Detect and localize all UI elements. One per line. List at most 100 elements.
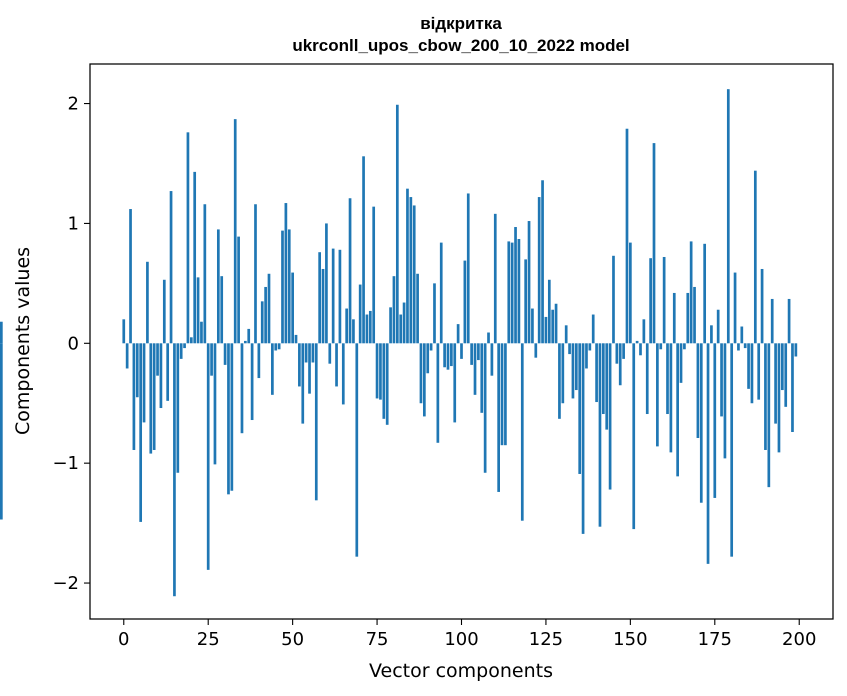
bar (277, 343, 281, 350)
bar (689, 241, 693, 344)
bar (429, 343, 433, 351)
bar (358, 284, 362, 344)
bar (196, 277, 200, 344)
bar (757, 343, 761, 400)
bar (544, 316, 548, 344)
bar (416, 273, 419, 344)
bar (142, 343, 146, 423)
bar (230, 343, 234, 491)
bar (554, 303, 558, 344)
bar (338, 249, 342, 344)
bar (703, 243, 707, 344)
bar (220, 276, 224, 344)
x-tick-label: 100 (444, 629, 478, 650)
bar (504, 343, 507, 446)
bar (406, 188, 409, 344)
bar (652, 143, 656, 344)
bar (473, 343, 477, 395)
bar (223, 343, 227, 365)
bar (541, 180, 544, 344)
bar (385, 343, 389, 425)
bar (314, 343, 318, 501)
y-tick-label: 2 (68, 94, 79, 115)
bar (591, 314, 595, 344)
bar (551, 309, 555, 344)
bar (355, 343, 359, 557)
bar (254, 204, 257, 344)
bar (507, 241, 511, 344)
bar (247, 328, 251, 344)
bar (304, 343, 308, 363)
bar (547, 279, 551, 344)
bar (0, 343, 3, 520)
bar (281, 230, 284, 344)
bar (375, 343, 379, 399)
bar (237, 236, 240, 344)
bar (341, 343, 345, 405)
bar (720, 343, 723, 417)
bar (287, 229, 291, 344)
bar (487, 332, 490, 344)
bar (578, 343, 582, 474)
bar (686, 292, 690, 344)
bar (321, 268, 325, 344)
x-tick-label: 0 (118, 629, 129, 650)
bar (743, 343, 747, 349)
bar (298, 343, 301, 387)
bar (649, 258, 652, 344)
bars-group (0, 89, 798, 597)
bar (453, 343, 457, 423)
bar (753, 170, 757, 344)
bar (639, 343, 642, 356)
bar (659, 343, 663, 350)
bar (656, 343, 659, 447)
bar (166, 343, 170, 401)
bar (240, 343, 244, 434)
bar (747, 343, 750, 389)
bar (389, 307, 392, 344)
bar (200, 321, 203, 344)
bar (696, 343, 700, 438)
bar (642, 319, 646, 344)
bar (446, 343, 450, 370)
bar (574, 343, 578, 391)
bar (635, 340, 639, 344)
bar (612, 255, 615, 344)
chart-title: відкритка (420, 14, 502, 33)
bar (470, 343, 473, 365)
bar (520, 343, 524, 521)
bar (368, 310, 372, 344)
bar (662, 256, 666, 344)
bar (392, 276, 396, 344)
bar (0, 321, 3, 344)
bar (331, 248, 335, 344)
bar (622, 343, 625, 359)
bar (227, 343, 230, 495)
bar (159, 343, 163, 409)
bar (267, 273, 271, 344)
bar (480, 343, 484, 413)
bar (456, 324, 460, 344)
bar (595, 343, 598, 403)
bar (325, 223, 328, 344)
bar (156, 343, 159, 376)
bar (618, 343, 622, 386)
bar (271, 343, 274, 395)
bar (352, 319, 355, 344)
bar (669, 343, 673, 453)
bar (750, 343, 754, 404)
bar (558, 343, 561, 419)
bar (601, 343, 605, 415)
bar (564, 325, 568, 344)
bar (723, 343, 727, 459)
bar (173, 343, 176, 597)
bar (794, 343, 798, 357)
bar (395, 104, 399, 344)
bar (125, 343, 129, 369)
bar (774, 343, 777, 424)
bar (537, 197, 541, 344)
x-axis: 0 25 50 75 100 125 150 175 200 (118, 619, 816, 650)
bar (152, 343, 156, 450)
bar (710, 325, 713, 344)
bar (382, 343, 386, 419)
